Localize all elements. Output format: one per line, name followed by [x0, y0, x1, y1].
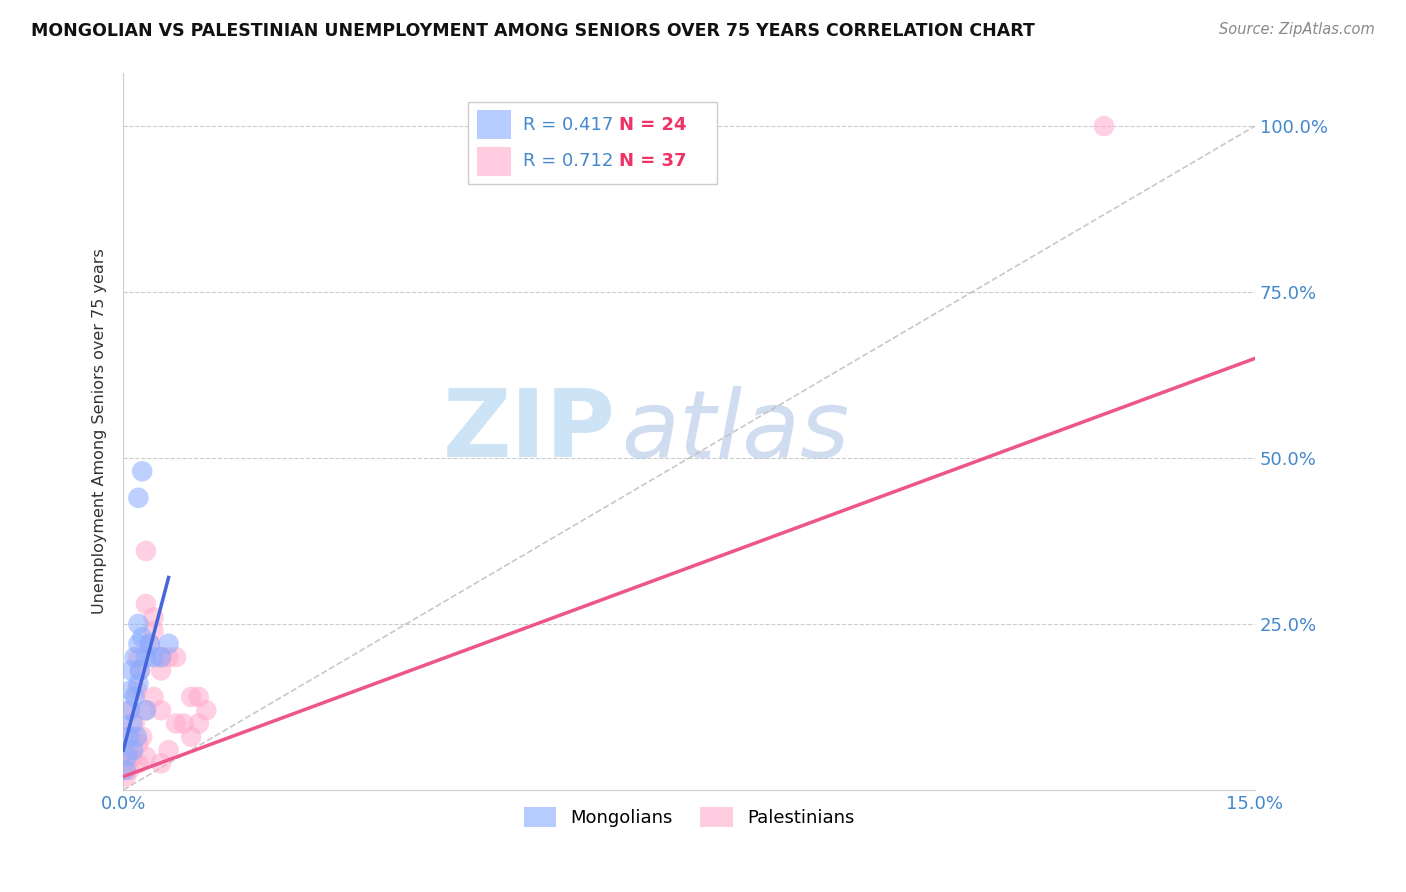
- Point: [165, 650, 187, 665]
- Text: atlas: atlas: [621, 386, 849, 477]
- Point: [129, 664, 152, 678]
- Point: [131, 464, 153, 478]
- Point: [127, 676, 149, 690]
- Point: [157, 743, 180, 757]
- Point: [195, 703, 218, 717]
- Point: [150, 703, 173, 717]
- Point: [150, 650, 173, 665]
- Point: [120, 683, 142, 698]
- Point: [120, 664, 142, 678]
- Point: [127, 756, 149, 771]
- Point: [131, 630, 153, 644]
- Text: R = 0.417: R = 0.417: [523, 116, 613, 134]
- Point: [127, 617, 149, 632]
- Point: [157, 650, 180, 665]
- Point: [125, 730, 148, 744]
- Point: [138, 637, 160, 651]
- Point: [124, 690, 146, 704]
- Point: [142, 650, 165, 665]
- Text: MONGOLIAN VS PALESTINIAN UNEMPLOYMENT AMONG SENIORS OVER 75 YEARS CORRELATION CH: MONGOLIAN VS PALESTINIAN UNEMPLOYMENT AM…: [31, 22, 1035, 40]
- Point: [131, 730, 153, 744]
- Point: [118, 703, 141, 717]
- Point: [120, 703, 142, 717]
- Point: [138, 637, 160, 651]
- Point: [117, 730, 139, 744]
- Point: [127, 650, 149, 665]
- Point: [165, 716, 187, 731]
- Point: [127, 736, 149, 750]
- Text: N = 24: N = 24: [619, 116, 686, 134]
- Text: ZIP: ZIP: [443, 385, 616, 477]
- Point: [115, 756, 138, 771]
- Point: [135, 749, 157, 764]
- Point: [187, 690, 209, 704]
- Point: [150, 664, 173, 678]
- Point: [117, 743, 139, 757]
- Point: [115, 749, 138, 764]
- Text: R = 0.712: R = 0.712: [523, 153, 613, 170]
- Point: [122, 743, 145, 757]
- Point: [150, 756, 173, 771]
- Point: [124, 716, 146, 731]
- Point: [135, 544, 157, 558]
- Point: [121, 716, 143, 731]
- Point: [142, 690, 165, 704]
- Point: [127, 491, 149, 505]
- Point: [1092, 119, 1115, 133]
- Point: [187, 716, 209, 731]
- Point: [118, 763, 141, 777]
- Legend: Mongolians, Palestinians: Mongolians, Palestinians: [516, 799, 862, 835]
- Point: [142, 610, 165, 624]
- Point: [121, 749, 143, 764]
- Point: [125, 683, 148, 698]
- FancyBboxPatch shape: [478, 111, 512, 139]
- Text: N = 37: N = 37: [619, 153, 686, 170]
- FancyBboxPatch shape: [468, 102, 717, 184]
- Point: [135, 597, 157, 611]
- Point: [135, 703, 157, 717]
- Point: [124, 650, 146, 665]
- Point: [142, 624, 165, 638]
- Point: [129, 664, 152, 678]
- Point: [127, 637, 149, 651]
- Point: [114, 763, 136, 777]
- Point: [135, 650, 157, 665]
- Text: Source: ZipAtlas.com: Source: ZipAtlas.com: [1219, 22, 1375, 37]
- Point: [173, 716, 195, 731]
- Point: [120, 730, 142, 744]
- Point: [114, 770, 136, 784]
- Y-axis label: Unemployment Among Seniors over 75 years: Unemployment Among Seniors over 75 years: [93, 249, 107, 615]
- FancyBboxPatch shape: [478, 147, 512, 176]
- Point: [180, 690, 202, 704]
- Point: [180, 730, 202, 744]
- Point: [150, 650, 173, 665]
- Point: [135, 703, 157, 717]
- Point: [157, 637, 180, 651]
